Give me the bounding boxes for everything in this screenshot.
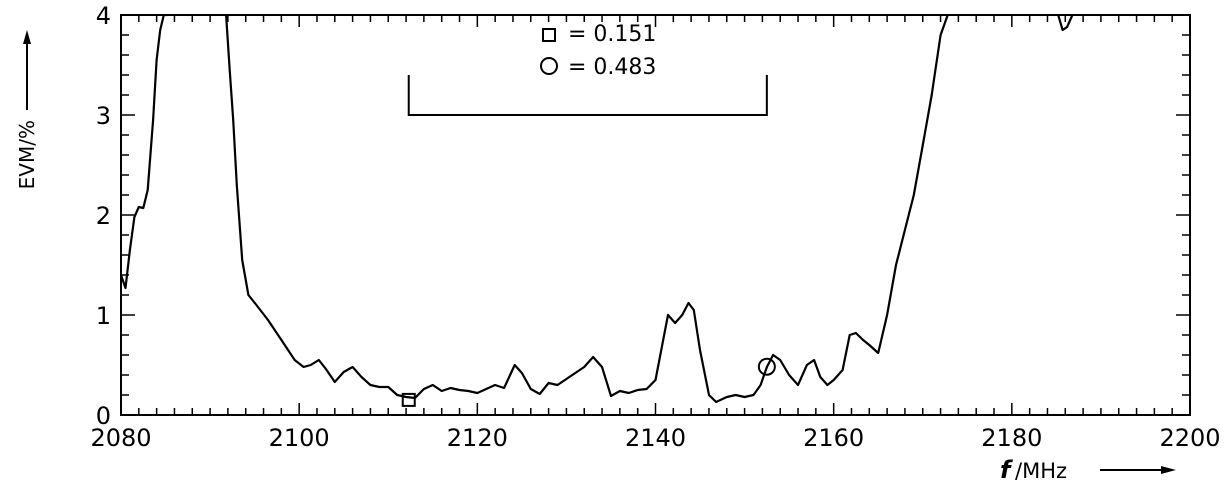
axis-tick-labels: 2080 2100 2120 2140 2160 2180 2200 0 1 2 3 4 [90, 2, 1220, 452]
y-tick-label: 2 [96, 202, 111, 230]
x-tick-label: 2180 [981, 424, 1042, 452]
y-tick-label: 4 [96, 2, 111, 30]
y-tick-label: 0 [96, 402, 111, 430]
legend-square-icon [542, 28, 556, 42]
bracket-line [407, 75, 768, 116]
bracket-annotation [407, 75, 768, 116]
x-axis-label-unit: /MHz [1015, 459, 1067, 483]
x-axis-label-group: f /MHz [1000, 456, 1176, 483]
axis-ticks [120, 14, 1191, 416]
y-axis-arrow-head [23, 30, 31, 44]
y-tick-label: 1 [96, 302, 111, 330]
x-tick-label: 2080 [90, 424, 151, 452]
legend: = 0.151 = 0.483 [540, 22, 656, 80]
x-tick-label: 2160 [803, 424, 864, 452]
series-line [1057, 15, 1074, 32]
legend-circle-icon [540, 57, 558, 75]
series-line [121, 15, 168, 290]
series-line [225, 15, 949, 404]
series-lines [121, 15, 1074, 404]
x-axis-arrow-head [1161, 466, 1176, 474]
x-tick-label: 2200 [1159, 424, 1220, 452]
x-tick-label: 2140 [625, 424, 686, 452]
x-axis-label-variable: f [1000, 456, 1013, 483]
x-tick-label: 2120 [447, 424, 508, 452]
legend-circle-label: = 0.483 [568, 55, 656, 80]
circle-marker [757, 357, 776, 376]
y-axis-label-group: EVM/% [15, 30, 39, 189]
y-axis-label: EVM/% [15, 120, 39, 189]
data-markers [401, 357, 776, 407]
x-tick-label: 2100 [269, 424, 330, 452]
y-tick-label: 3 [96, 102, 111, 130]
square-marker [401, 392, 416, 407]
legend-square-label: = 0.151 [568, 22, 656, 47]
